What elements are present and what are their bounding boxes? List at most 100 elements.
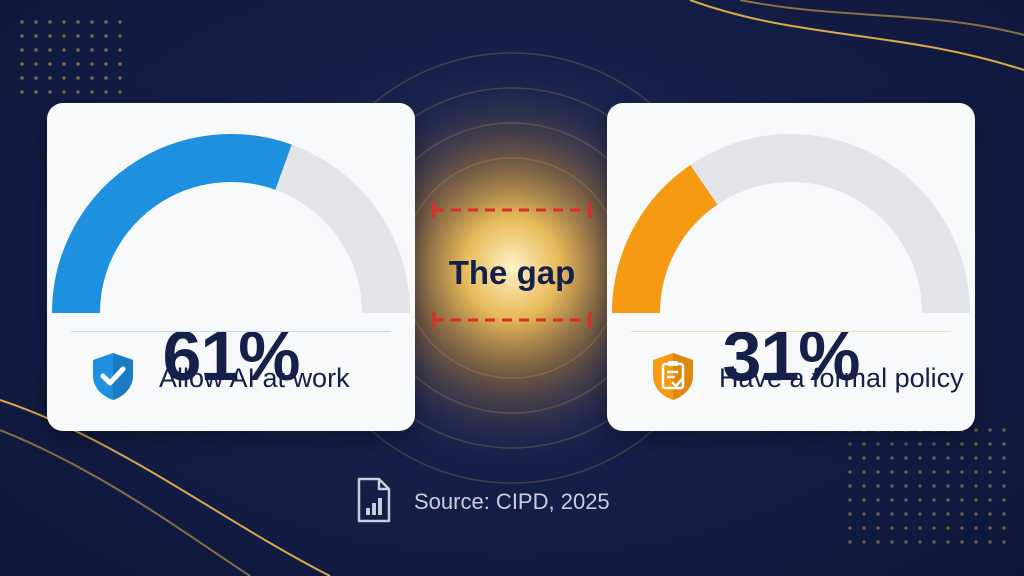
decor-dot — [988, 456, 992, 460]
gauge-label-row: Have a formal policy — [649, 351, 964, 406]
decor-dot — [104, 34, 108, 38]
decor-dot — [862, 526, 866, 530]
decor-dot — [988, 484, 992, 488]
decor-dot — [974, 526, 978, 530]
decor-dot — [34, 76, 38, 80]
decor-dot — [34, 62, 38, 66]
decor-dot — [862, 540, 866, 544]
decor-dot — [904, 442, 908, 446]
decor-dot — [76, 76, 80, 80]
decor-dot — [876, 442, 880, 446]
decor-dot — [104, 48, 108, 52]
decor-dot — [34, 20, 38, 24]
source-text: Source: CIPD, 2025 — [414, 489, 610, 514]
decor-dot — [932, 456, 936, 460]
decor-dot — [974, 540, 978, 544]
decor-dot — [1002, 428, 1006, 432]
gauge-card-allow-ai: 61% Allow AI at work — [47, 103, 415, 431]
decor-dot — [918, 526, 922, 530]
decor-dot — [876, 512, 880, 516]
decor-dot — [862, 470, 866, 474]
gauge-chart-right — [612, 134, 970, 314]
gap-annotation: The gap — [432, 200, 592, 330]
decor-dot — [20, 20, 24, 24]
clipboard-check-icon — [649, 351, 697, 406]
decor-dot — [848, 470, 852, 474]
decor-dot — [90, 62, 94, 66]
decor-dot — [34, 48, 38, 52]
decor-dot — [946, 484, 950, 488]
gauge-label: Have a formal policy — [719, 362, 964, 393]
gauge-chart-left — [52, 134, 410, 314]
decor-dot — [876, 456, 880, 460]
decor-dot — [862, 498, 866, 502]
decor-dot — [862, 456, 866, 460]
decor-dot — [20, 48, 24, 52]
decor-dot — [1002, 526, 1006, 530]
gauge-fill — [612, 164, 718, 314]
decor-dot — [974, 512, 978, 516]
gap-line-top — [432, 202, 592, 218]
decor-dot — [848, 512, 852, 516]
decor-dot — [932, 526, 936, 530]
decor-dot — [118, 34, 122, 38]
decor-dot — [890, 456, 894, 460]
decor-dot — [988, 512, 992, 516]
decor-dot — [918, 512, 922, 516]
decor-dot — [960, 456, 964, 460]
decor-dot — [104, 62, 108, 66]
decor-dot — [104, 90, 108, 94]
decor-dot — [932, 512, 936, 516]
decor-dot — [890, 512, 894, 516]
decor-dot — [946, 470, 950, 474]
decor-dot — [890, 526, 894, 530]
dot-pattern-bottom-right — [848, 428, 1006, 544]
decor-dot — [988, 470, 992, 474]
decor-dot — [890, 484, 894, 488]
decor-dot — [848, 540, 852, 544]
decor-dot — [960, 526, 964, 530]
decor-dot — [890, 442, 894, 446]
decor-dot — [876, 526, 880, 530]
decor-dot — [932, 470, 936, 474]
decor-dot — [76, 34, 80, 38]
decor-dot — [918, 470, 922, 474]
decor-dot — [104, 76, 108, 80]
decor-dot — [918, 456, 922, 460]
decor-dot — [904, 526, 908, 530]
decor-dot — [932, 540, 936, 544]
decor-dot — [48, 62, 52, 66]
decor-dot — [890, 498, 894, 502]
decor-dot — [48, 20, 52, 24]
decor-dot — [862, 484, 866, 488]
decor-dot — [118, 76, 122, 80]
decor-dot — [988, 428, 992, 432]
decor-dot — [946, 512, 950, 516]
decor-dot — [104, 20, 108, 24]
decor-dot — [62, 76, 66, 80]
decor-dot — [974, 442, 978, 446]
decor-dot — [1002, 456, 1006, 460]
gold-swoosh-bottom-left — [0, 399, 331, 576]
decor-dot — [1002, 512, 1006, 516]
decor-dot — [848, 456, 852, 460]
decor-dot — [904, 498, 908, 502]
decor-dot — [48, 48, 52, 52]
decor-dot — [974, 470, 978, 474]
decor-dot — [20, 76, 24, 80]
decor-dot — [876, 470, 880, 474]
divider — [71, 331, 391, 332]
decor-dot — [1002, 484, 1006, 488]
decor-dot — [20, 62, 24, 66]
decor-dot — [848, 498, 852, 502]
decor-dot — [876, 484, 880, 488]
decor-dot — [118, 62, 122, 66]
decor-dot — [918, 540, 922, 544]
decor-dot — [76, 20, 80, 24]
gauge-label-row: Allow AI at work — [89, 352, 350, 403]
decor-dot — [960, 498, 964, 502]
decor-dot — [946, 442, 950, 446]
decor-dot — [946, 540, 950, 544]
decor-dot — [876, 540, 880, 544]
decor-dot — [862, 512, 866, 516]
